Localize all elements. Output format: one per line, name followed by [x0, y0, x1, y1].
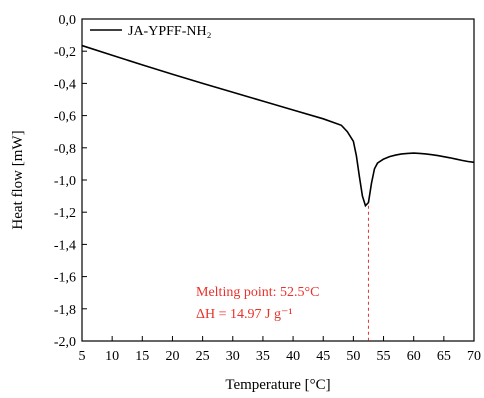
y-tick-label: -1,8 — [54, 303, 76, 318]
y-tick-label: -0,6 — [54, 110, 76, 125]
x-axis-title: Temperature [°C] — [225, 377, 330, 393]
y-axis-title: Heat flow [mW] — [10, 130, 26, 229]
y-tick-label: -1,4 — [54, 238, 76, 253]
x-tick-label: 40 — [286, 349, 300, 364]
x-tick-label: 10 — [105, 349, 119, 364]
y-tick-label: -0,2 — [54, 45, 76, 60]
x-tick-label: 55 — [377, 349, 391, 364]
x-tick-label: 65 — [437, 349, 451, 364]
x-tick-label: 30 — [226, 349, 240, 364]
y-tick-label: -0,8 — [54, 142, 76, 157]
x-ticks: 5 10 15 20 25 30 35 40 45 50 55 60 65 70 — [79, 336, 481, 364]
y-tick-label: -1,2 — [54, 206, 76, 221]
x-tick-label: 70 — [467, 349, 481, 364]
enthalpy-label: ΔH = 14.97 J g⁻¹ — [196, 307, 293, 322]
legend: JA-YPFF-NH₂ — [90, 24, 212, 39]
y-ticks: 0,0 -0,2 -0,4 -0,6 -0,8 -1,0 -1,2 -1,4 -1,6 -1,8 -… — [54, 13, 87, 350]
y-tick-label: -2,0 — [54, 335, 76, 350]
series-line — [81, 44, 475, 208]
x-tick-label: 35 — [256, 349, 270, 364]
x-tick-label: 20 — [165, 349, 179, 364]
y-tick-label: -1,6 — [54, 271, 76, 286]
legend-label: JA-YPFF-NH₂ — [128, 24, 212, 39]
x-tick-label: 15 — [135, 349, 149, 364]
melting-point-label: Melting point: 52.5°C — [196, 285, 319, 300]
y-tick-label: -0,4 — [54, 77, 76, 92]
x-tick-label: 60 — [407, 349, 421, 364]
x-tick-label: 5 — [79, 349, 86, 364]
x-tick-label: 45 — [316, 349, 330, 364]
y-tick-label: 0,0 — [59, 13, 77, 28]
y-tick-label: -1,0 — [54, 174, 76, 189]
x-tick-label: 50 — [346, 349, 360, 364]
x-tick-label: 25 — [196, 349, 210, 364]
